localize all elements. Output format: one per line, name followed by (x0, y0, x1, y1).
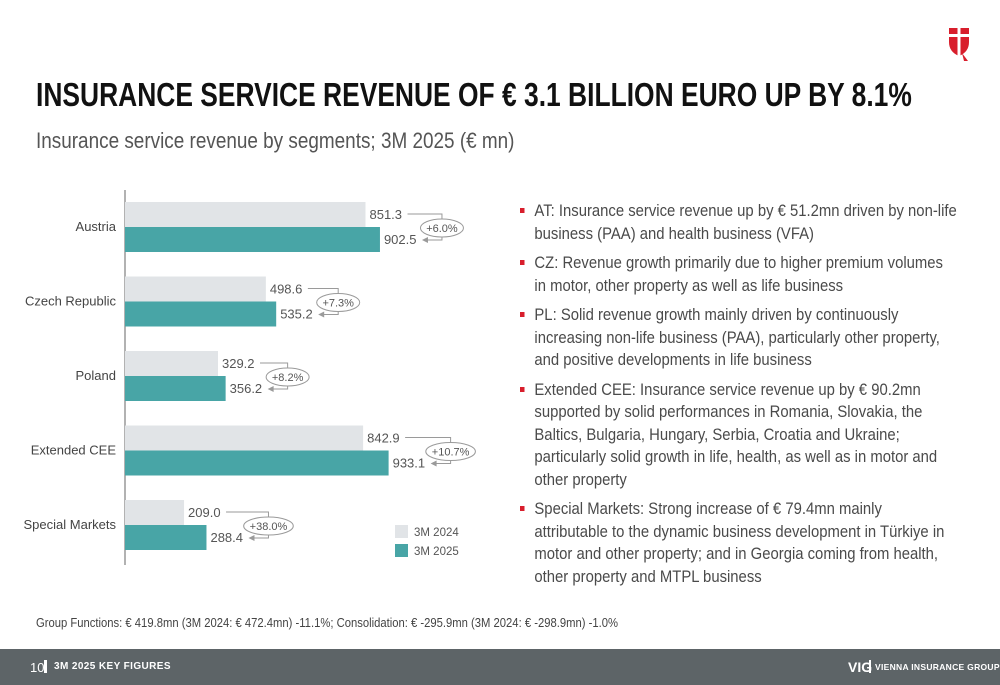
bar-3m-2024 (125, 202, 366, 227)
bar-3m-2024 (125, 500, 185, 525)
growth-label: +10.7% (432, 447, 470, 459)
bullet-item: AT: Insurance service revenue up by € 51… (520, 200, 957, 245)
legend-label-3m-2025: 3M 2025 (414, 546, 459, 558)
data-label-3m-2025: 288.4 (210, 530, 243, 545)
bullet-marker-icon (520, 260, 525, 265)
page-number: 10 (30, 660, 45, 675)
page-title: INSURANCE SERVICE REVENUE OF € 3.1 BILLI… (36, 76, 912, 113)
vig-shield-logo-icon (949, 28, 969, 61)
bar-3m-2024 (125, 425, 364, 451)
category-label: Poland (76, 368, 116, 383)
growth-badge (419, 218, 464, 238)
revenue-by-segment-chart: Austria 851.3 902.5 +6.0% Czech Republic 498.… (24, 190, 476, 565)
growth-label: +8.2% (272, 372, 304, 384)
growth-arrowhead (248, 535, 255, 541)
bar-3m-2024 (125, 351, 218, 376)
data-label-3m-2024: 329.2 (222, 356, 255, 371)
brand-name: VIENNA INSURANCE GROUP (875, 662, 1000, 672)
bullet-item: PL: Solid revenue growth mainly driven b… (520, 304, 957, 372)
category-label: Special Markets (24, 517, 117, 532)
category-label: Czech Republic (25, 294, 117, 309)
footer-separator (44, 660, 47, 673)
bar-3m-2025 (125, 301, 277, 327)
data-label-3m-2025: 933.1 (393, 456, 426, 471)
category-label: Austria (76, 219, 117, 234)
growth-arrowhead (318, 311, 325, 318)
bar-3m-2024 (125, 276, 266, 302)
growth-badge (265, 367, 310, 387)
data-label-3m-2024: 851.3 (369, 207, 402, 222)
bullet-marker-icon (520, 312, 525, 317)
bullet-marker-icon (520, 208, 525, 213)
data-label-3m-2024: 842.9 (367, 431, 400, 446)
footnote: Group Functions: € 419.8mn (3M 2024: € 4… (36, 616, 618, 630)
bar-3m-2025 (125, 227, 380, 252)
growth-label: +38.0% (250, 521, 288, 533)
data-label-3m-2025: 535.2 (280, 307, 313, 322)
chart-subtitle: Insurance service revenue by segments; 3… (36, 128, 515, 153)
data-label-3m-2024: 209.0 (188, 505, 221, 520)
growth-arrowhead (430, 460, 437, 467)
growth-badge (243, 516, 294, 536)
growth-label: +7.3% (322, 298, 354, 310)
footer-bar: 10 3M 2025 KEY FIGURES VIG VIENNA INSURA… (0, 649, 1000, 685)
growth-badge (425, 442, 476, 461)
growth-arrowhead (421, 237, 428, 243)
bullet-item: Special Markets: Strong increase of € 79… (520, 498, 957, 588)
legend-swatch-3m-2024 (395, 525, 408, 538)
growth-badge (316, 293, 361, 312)
bar-3m-2025 (125, 525, 207, 550)
bar-3m-2025 (125, 376, 226, 401)
data-label-3m-2025: 356.2 (230, 381, 263, 396)
growth-arrowhead (267, 386, 274, 392)
bullet-list: AT: Insurance service revenue up by € 51… (520, 200, 957, 595)
bullet-marker-icon (520, 386, 525, 392)
bar-3m-2025 (125, 450, 389, 476)
growth-label: +6.0% (426, 223, 458, 235)
legend-swatch-3m-2025 (395, 544, 408, 557)
data-label-3m-2024: 498.6 (270, 282, 303, 297)
brand-separator (869, 660, 871, 673)
category-label: Extended CEE (31, 443, 117, 458)
bullet-item: Extended CEE: Insurance service revenue … (520, 379, 957, 492)
legend-label-3m-2024: 3M 2024 (414, 527, 459, 539)
footer-section-title: 3M 2025 KEY FIGURES (54, 661, 171, 672)
data-label-3m-2025: 902.5 (384, 232, 417, 247)
brand-logo-text: VIG (848, 659, 873, 675)
bullet-item: CZ: Revenue growth primarily due to high… (520, 252, 957, 297)
bullet-marker-icon (520, 506, 525, 511)
